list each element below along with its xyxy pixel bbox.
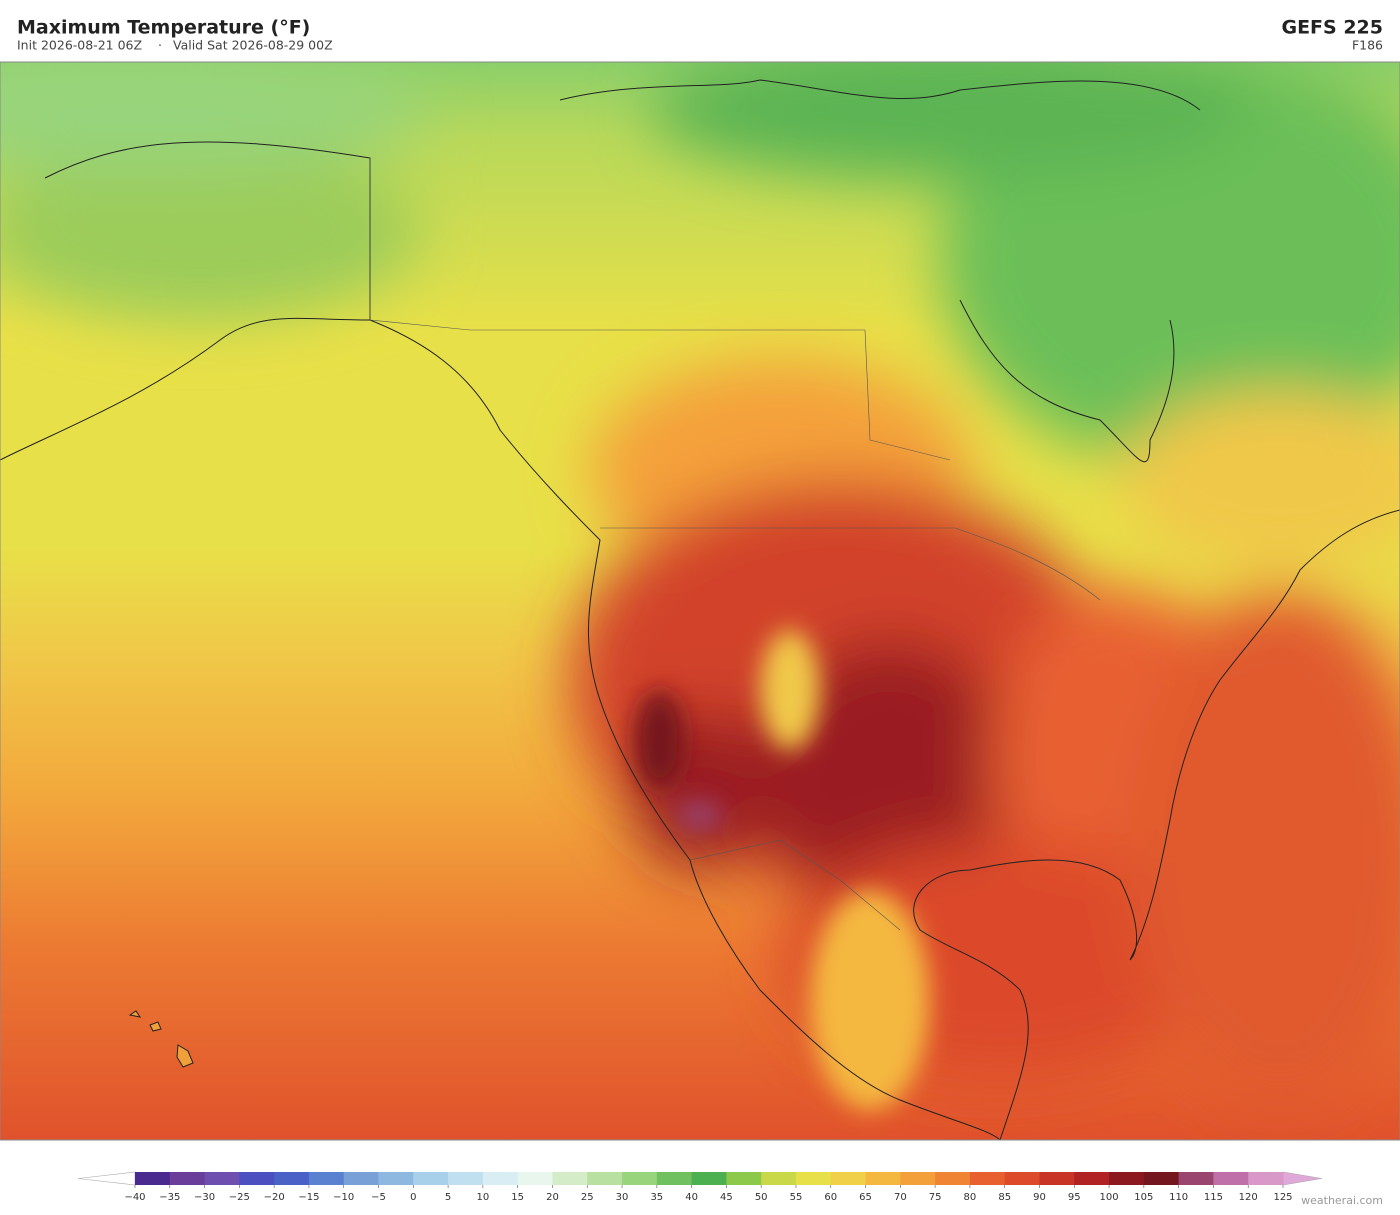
hawaii — [128, 1010, 194, 1068]
colorbar-segment — [691, 1172, 727, 1185]
colorbar-tick-label: 60 — [824, 1192, 837, 1203]
colorbar-tick-label: 125 — [1273, 1192, 1292, 1203]
colorbar-segment — [482, 1172, 519, 1185]
valid-time: Valid Sat 2026-08-29 00Z — [173, 38, 333, 53]
colorbar-segment — [378, 1172, 414, 1185]
init-time: Init 2026-08-21 06Z — [17, 38, 142, 53]
colorbar-tick-label: 0 — [410, 1192, 416, 1203]
colorbar-tick-label: 105 — [1134, 1192, 1153, 1203]
colorbar-tick-label: 45 — [720, 1192, 733, 1203]
colorbar-tick-label: 95 — [1068, 1192, 1081, 1203]
colorbar-segment — [413, 1172, 449, 1185]
colorbar-tick-label: −35 — [159, 1192, 180, 1203]
colorbar-tick-label: −10 — [333, 1192, 354, 1203]
colorbar-segment — [726, 1172, 762, 1185]
colorbar-segment — [517, 1172, 553, 1185]
colorbar-segment — [448, 1172, 484, 1185]
colorbar-tick-label: 20 — [546, 1192, 559, 1203]
colorbar-segment — [308, 1172, 345, 1185]
colorbar-segment — [761, 1172, 797, 1185]
colorbar: −40 −35 −30 −25 −20 −15 −10 −5 0 5 10 15 20 25 30 35 40 4… — [77, 1171, 1323, 1203]
colorbar-tick-label: 25 — [581, 1192, 594, 1203]
colorbar-segment — [900, 1172, 936, 1185]
colorbar-tick-label: 40 — [685, 1192, 698, 1203]
colorbar-tick-label: 50 — [755, 1192, 768, 1203]
colorbar-segment — [1004, 1172, 1040, 1185]
colorbar-tick-label: 5 — [445, 1192, 451, 1203]
colorbar-tick-label: 30 — [616, 1192, 629, 1203]
temperature-detail — [635, 630, 930, 1110]
title: Maximum Temperature (°F) — [17, 17, 310, 39]
colorbar-segment — [587, 1172, 623, 1185]
model-name: GEFS 225 — [1281, 17, 1383, 39]
colorbar-segment — [169, 1172, 206, 1185]
colorbar-segment — [239, 1172, 275, 1185]
colorbar-tick-label: −30 — [194, 1192, 215, 1203]
colorbar-tick-label: 70 — [894, 1192, 907, 1203]
separator: · — [158, 38, 162, 53]
colorbar-tick-label: 80 — [964, 1192, 977, 1203]
colorbar-segment — [935, 1172, 971, 1185]
colorbar-tick-label: 15 — [511, 1192, 524, 1203]
colorbar-tick-label: 100 — [1100, 1192, 1119, 1203]
colorbar-tick-label: −25 — [229, 1192, 250, 1203]
colorbar-segment — [1039, 1172, 1075, 1185]
colorbar-segment — [795, 1172, 832, 1185]
colorbar-tick-label: −20 — [264, 1192, 285, 1203]
colorbar-tick-label: 85 — [998, 1192, 1011, 1203]
watermark: weatherai.com — [1301, 1194, 1383, 1207]
colorbar-tick-label: −15 — [298, 1192, 319, 1203]
colorbar-segment — [135, 1172, 171, 1185]
temperature-field — [0, 62, 1400, 1110]
colorbar-segment — [343, 1172, 380, 1185]
colorbar-segment — [622, 1172, 658, 1185]
colorbar-tick-label: −5 — [371, 1192, 386, 1203]
colorbar-tick-label: 10 — [477, 1192, 490, 1203]
forecast-hour: F186 — [1352, 38, 1383, 53]
colorbar-segment — [830, 1172, 867, 1185]
colorbar-over — [1282, 1171, 1323, 1186]
map-frame — [0, 61, 1400, 1141]
colorbar-tick-label: 90 — [1033, 1192, 1046, 1203]
colorbar-segment — [1248, 1172, 1284, 1185]
map — [0, 62, 1400, 1140]
colorbar-tick-label: 65 — [859, 1192, 872, 1203]
colorbar-segment — [656, 1172, 693, 1185]
colorbar-segment — [1213, 1172, 1249, 1185]
colorbar-segment — [969, 1172, 1006, 1185]
colorbar-under — [77, 1171, 136, 1186]
colorbar-segment — [274, 1172, 310, 1185]
colorbar-tick-label: 55 — [790, 1192, 803, 1203]
colorbar-tick-label: 110 — [1169, 1192, 1188, 1203]
colorbar-tick-label: 120 — [1239, 1192, 1258, 1203]
colorbar-segment — [204, 1172, 240, 1185]
colorbar-tick-label: 75 — [929, 1192, 942, 1203]
colorbar-segment — [1109, 1172, 1145, 1185]
borders — [369, 158, 1101, 931]
colorbar-segment — [1074, 1172, 1110, 1185]
colorbar-segment — [1178, 1172, 1214, 1185]
colorbar-tick-label: 115 — [1204, 1192, 1223, 1203]
colorbar-segment — [1143, 1172, 1180, 1185]
colorbar-tick-label: 35 — [650, 1192, 663, 1203]
colorbar-segment — [865, 1172, 901, 1185]
colorbar-tick-label: −40 — [124, 1192, 145, 1203]
colorbar-segment — [552, 1172, 588, 1185]
